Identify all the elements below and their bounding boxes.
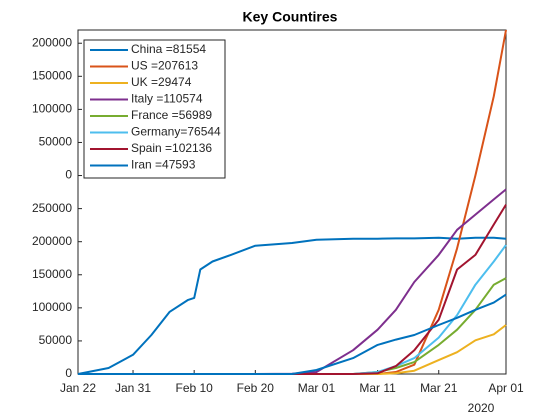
series-line xyxy=(77,236,507,375)
x-tick-label: Feb 10 xyxy=(175,381,213,395)
series-line xyxy=(78,293,507,375)
y-tick-label: 200000 xyxy=(32,35,72,49)
y-tick-label: 50000 xyxy=(39,135,73,149)
legend-label: Iran =47593 xyxy=(131,158,196,172)
legend-label: France =56989 xyxy=(131,108,212,122)
x-tick-label: Jan 31 xyxy=(115,381,151,395)
y-tick-label: 0 xyxy=(65,366,72,380)
legend-label: Germany=76544 xyxy=(131,125,221,139)
x-tick-label: Apr 01 xyxy=(488,381,524,395)
x-annotation: 2020 xyxy=(468,401,495,415)
y-tick-label: 0 xyxy=(65,168,72,182)
x-tick-label: Mar 01 xyxy=(298,381,336,395)
y-tick-label: 100000 xyxy=(32,300,72,314)
legend-label: US =207613 xyxy=(131,59,198,73)
y-tick-label: 200000 xyxy=(32,234,72,248)
legend-label: China =81554 xyxy=(131,42,206,56)
legend-box xyxy=(83,39,226,179)
x-tick-label: Jan 22 xyxy=(60,381,96,395)
y-tick-label: 250000 xyxy=(32,201,72,215)
y-tick-label: 50000 xyxy=(39,333,73,347)
chart-title: Key Countires xyxy=(243,9,338,25)
y-tick-label: 150000 xyxy=(32,68,72,82)
y-tick-label: 150000 xyxy=(32,267,72,281)
x-tick-label: Mar 21 xyxy=(420,381,458,395)
y-tick-label: 100000 xyxy=(32,102,72,116)
x-tick-label: Mar 11 xyxy=(359,381,396,395)
legend-label: Italy =110574 xyxy=(131,92,203,106)
legend-label: Spain =102136 xyxy=(131,141,212,155)
x-tick-label: Feb 20 xyxy=(237,381,275,395)
legend-label: UK =29474 xyxy=(131,75,192,89)
